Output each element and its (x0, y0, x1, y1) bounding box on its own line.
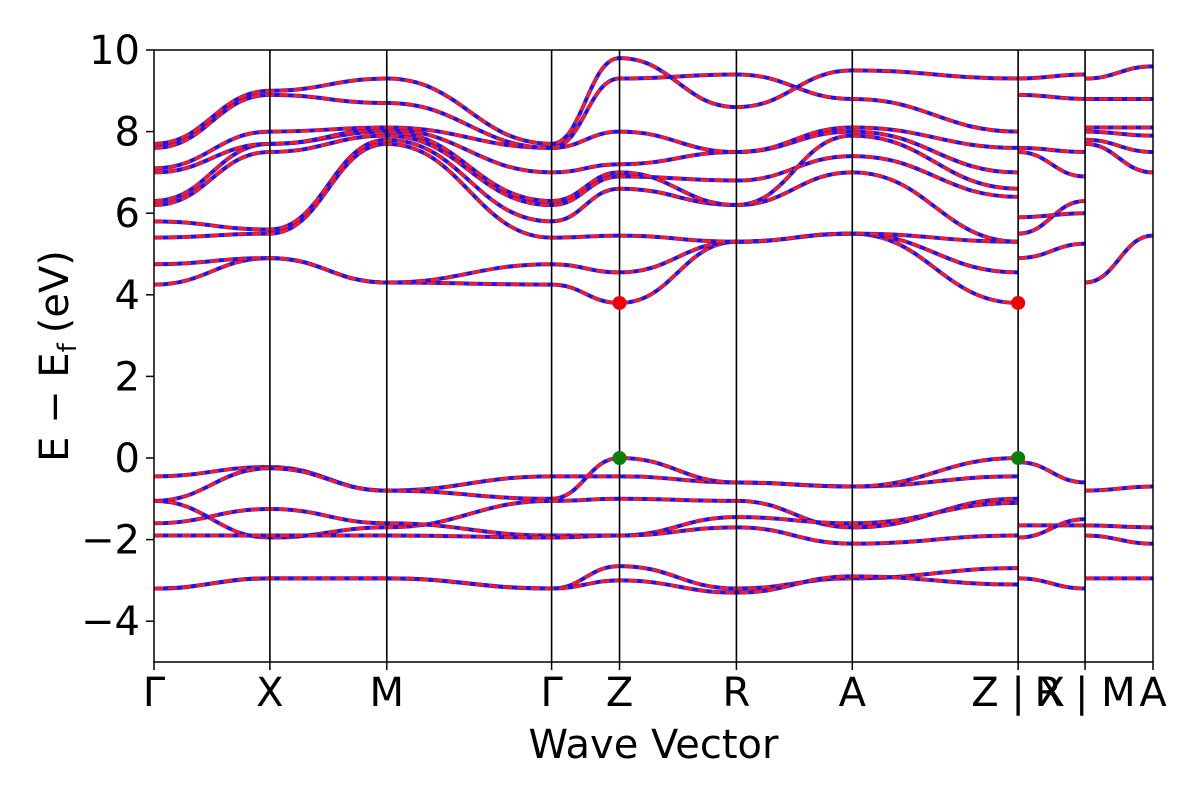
x-tick-label-3: Γ (540, 670, 563, 716)
band-3-seg-0-overlay (154, 501, 1019, 538)
band-16-seg-0-overlay (154, 56, 1019, 146)
y-tick-label-2: 0 (115, 436, 140, 482)
band-3-seg-2-overlay (1085, 533, 1153, 546)
plot-frame (153, 49, 1154, 663)
y-tick-label-1: −2 (81, 518, 140, 564)
band-0-seg-2-overlay (1085, 484, 1153, 493)
band-9-seg-2-overlay (1085, 142, 1153, 174)
band-2-seg-0-overlay (154, 497, 1019, 540)
band-2-seg-0-base (154, 496, 1019, 540)
band-8-seg-0-overlay (154, 231, 1019, 285)
band-14-seg-1-overlay (1018, 72, 1086, 81)
band-9-seg-1-overlay (1018, 199, 1086, 236)
kpoint-lines (269, 50, 1086, 662)
y-axis-label-unit: (eV) (32, 250, 78, 333)
band-14-seg-2-overlay (1085, 64, 1153, 81)
band-8-seg-1-overlay (1018, 242, 1086, 260)
y-axis: −4 −2 0 2 4 6 8 10 (81, 28, 154, 645)
band-12-seg-1-overlay (1018, 146, 1086, 154)
markers-layer (612, 295, 1026, 465)
band-2-seg-2-overlay (1085, 523, 1153, 529)
band-11-seg-0-overlay (154, 134, 1019, 207)
extremum-marker-2 (612, 451, 627, 465)
band-11-seg-2-overlay (1085, 130, 1153, 138)
band-11-seg-0-base (154, 133, 1019, 208)
band-0-seg-1-overlay (1018, 460, 1086, 485)
x-axis-label: Wave Vector (529, 722, 780, 768)
x-tick-label-0: Γ (143, 670, 166, 716)
y-axis-label-subscript: f (53, 342, 83, 352)
band-10-seg-2-overlay (1085, 138, 1153, 154)
bands-layer (154, 56, 1153, 595)
band-5-seg-1-overlay (1018, 576, 1086, 591)
band-3-seg-1-overlay (1018, 517, 1086, 540)
x-tick-label-8: R | M (1034, 670, 1135, 716)
y-axis-label: E − Ef (eV) (32, 250, 83, 462)
extremum-marker-0 (612, 295, 627, 310)
extremum-marker-1 (1011, 295, 1026, 310)
y-axis-label-main: E − E (32, 352, 78, 462)
x-tick-label-1: X (256, 670, 283, 716)
y-tick-label-7: 10 (89, 28, 140, 74)
band-1-seg-0-base (154, 455, 1019, 503)
band-11-seg-1-overlay (1018, 150, 1086, 179)
y-tick-label-0: −4 (81, 599, 140, 645)
band-9-seg-0-overlay (154, 142, 1019, 244)
band-8-seg-2-overlay (1084, 234, 1153, 285)
y-tick-label-4: 4 (115, 273, 140, 319)
y-tick-label-6: 8 (115, 110, 140, 156)
y-tick-label-3: 2 (115, 354, 140, 400)
band-9-seg-2-base (1084, 141, 1153, 175)
extremum-marker-3 (1011, 451, 1026, 465)
x-tick-label-2: M (370, 670, 405, 716)
band-13-seg-1-overlay (1018, 93, 1086, 101)
x-tick-label-5: R (723, 670, 751, 716)
y-tick-label-5: 6 (115, 191, 140, 237)
x-tick-label-4: Z (606, 670, 633, 716)
x-tick-label-6: A (839, 670, 867, 716)
band-10-seg-1-overlay (1018, 211, 1086, 219)
x-tick-label-9: A (1139, 670, 1167, 716)
x-tick-label-7: Z | X (971, 670, 1065, 716)
